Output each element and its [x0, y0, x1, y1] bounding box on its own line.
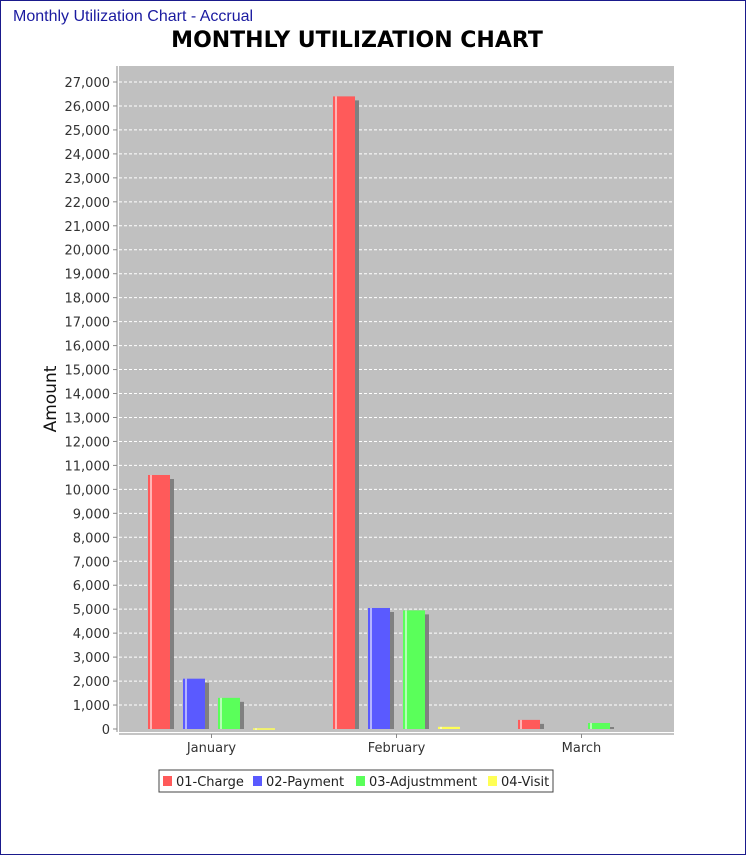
bar-highlight: [405, 610, 407, 729]
x-axis: January February March: [119, 733, 674, 756]
bar: [438, 726, 460, 729]
y-tick-label: 26,000: [65, 100, 111, 115]
legend-swatch: [356, 776, 365, 786]
y-tick-label: 8,000: [73, 531, 110, 546]
y-tick-label: 9,000: [73, 507, 110, 522]
bar-highlight: [335, 96, 337, 729]
y-tick-label: 11,000: [65, 459, 111, 474]
legend-label: 01-Charge: [176, 775, 244, 790]
y-tick-label: 22,000: [65, 196, 111, 211]
legend-label: 03-Adjustmment: [369, 775, 477, 790]
bar: [218, 697, 240, 729]
y-tick-label: 19,000: [65, 268, 111, 283]
y-tick-label: 16,000: [65, 340, 111, 355]
bar-highlight: [440, 726, 442, 729]
y-tick-label: 7,000: [73, 555, 110, 570]
y-axis-title: Amount: [41, 365, 61, 432]
window-title: Monthly Utilization Chart - Accrual: [13, 8, 254, 25]
legend-swatch: [488, 776, 497, 786]
bar: [588, 723, 610, 729]
y-tick-label: 15,000: [65, 364, 111, 379]
y-tick-label: 1,000: [73, 699, 110, 714]
bar: [183, 678, 205, 729]
legend-swatch: [163, 776, 172, 786]
y-tick-label: 12,000: [65, 435, 111, 450]
y-axis: 0 1,000 2,000 3,000 4,000 5,000 6,000 7,000 8,00…: [65, 66, 118, 738]
bar-highlight: [150, 474, 152, 729]
legend-label: 02-Payment: [266, 775, 344, 790]
chart-title: MONTHLY UTILIZATION CHART: [171, 28, 543, 53]
bar-highlight: [255, 728, 257, 730]
y-tick-label: 25,000: [65, 124, 111, 139]
bar-highlight: [590, 723, 592, 729]
bar: [333, 96, 355, 729]
y-tick-label: 14,000: [65, 388, 111, 403]
y-tick-label: 10,000: [65, 483, 111, 498]
bar: [403, 610, 425, 729]
y-tick-label: 6,000: [73, 579, 110, 594]
legend-label: 04-Visit: [501, 775, 549, 790]
y-tick-label: 0: [102, 723, 110, 738]
y-tick-label: 5,000: [73, 603, 110, 618]
bar: [368, 607, 390, 729]
y-tick-label: 24,000: [65, 148, 111, 163]
bars: [148, 96, 614, 730]
plot-area: [119, 66, 674, 732]
gridlines: [119, 81, 674, 706]
y-tick-label: 21,000: [65, 220, 111, 235]
y-tick-label: 17,000: [65, 316, 111, 331]
y-tick-label: 4,000: [73, 627, 110, 642]
y-tick-label: 3,000: [73, 651, 110, 666]
bar: [518, 719, 540, 729]
x-tick-label: January: [186, 741, 237, 756]
x-tick-label: February: [368, 741, 426, 756]
bar: [148, 474, 170, 729]
y-tick-label: 20,000: [65, 244, 111, 259]
y-tick-label: 23,000: [65, 172, 111, 187]
bar-highlight: [185, 678, 187, 729]
bar-highlight: [370, 607, 372, 729]
x-tick-label: March: [562, 741, 602, 756]
bar: [253, 728, 275, 730]
bar-highlight: [220, 697, 222, 729]
legend-swatch: [253, 776, 262, 786]
y-tick-label: 2,000: [73, 675, 110, 690]
y-tick-label: 13,000: [65, 411, 111, 426]
y-tick-label: 27,000: [65, 76, 111, 91]
y-tick-label: 18,000: [65, 292, 111, 307]
legend: 01-Charge 02-Payment 03-Adjustmment 04-Visi…: [158, 769, 554, 793]
bar-highlight: [520, 719, 522, 729]
